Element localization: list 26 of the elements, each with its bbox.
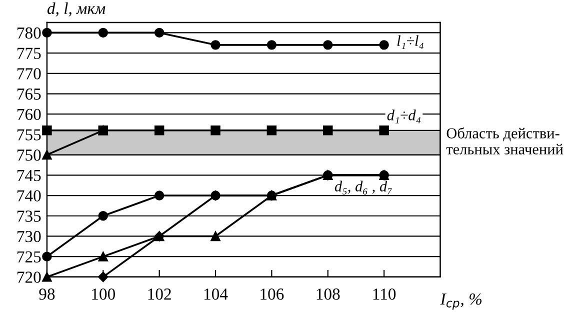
y-tick-label: 765 <box>18 88 41 100</box>
y-tick-label: 745 <box>18 170 41 182</box>
y-axis-title: d, l, мкм <box>47 2 106 16</box>
x-tick-label: 108 <box>316 288 340 300</box>
y-tick-label: 755 <box>18 129 41 140</box>
x-axis-title: I$_{ср}$, % <box>440 293 482 310</box>
y-tick-label: 760 <box>18 108 41 120</box>
y-tick-label: 750 <box>18 150 41 161</box>
annotation: d₅, d₆ , d₇ <box>334 180 392 194</box>
y-tick-label: 740 <box>18 190 41 202</box>
x-tick-label: 106 <box>260 288 284 300</box>
y-tick-label: 775 <box>18 48 41 60</box>
y-tick-label: 780 <box>18 27 41 39</box>
y-tick-label: 720 <box>18 272 41 283</box>
x-tick-label: 102 <box>148 288 171 300</box>
series-label: d₁÷d₄ <box>387 110 421 124</box>
y-tick-label: 725 <box>18 251 41 263</box>
x-tick-label: 104 <box>204 288 228 300</box>
y-tick-label: 770 <box>18 68 41 80</box>
series-label: l₁÷l₄ <box>397 35 424 49</box>
y-tick-label: 730 <box>18 230 41 242</box>
x-tick-label: 98 <box>39 288 55 300</box>
y-tick-label: 735 <box>18 210 41 222</box>
x-tick-label: 100 <box>92 288 116 300</box>
band-label: Область действи- тельных значений <box>446 127 564 154</box>
x-tick-label: 110 <box>373 288 396 300</box>
